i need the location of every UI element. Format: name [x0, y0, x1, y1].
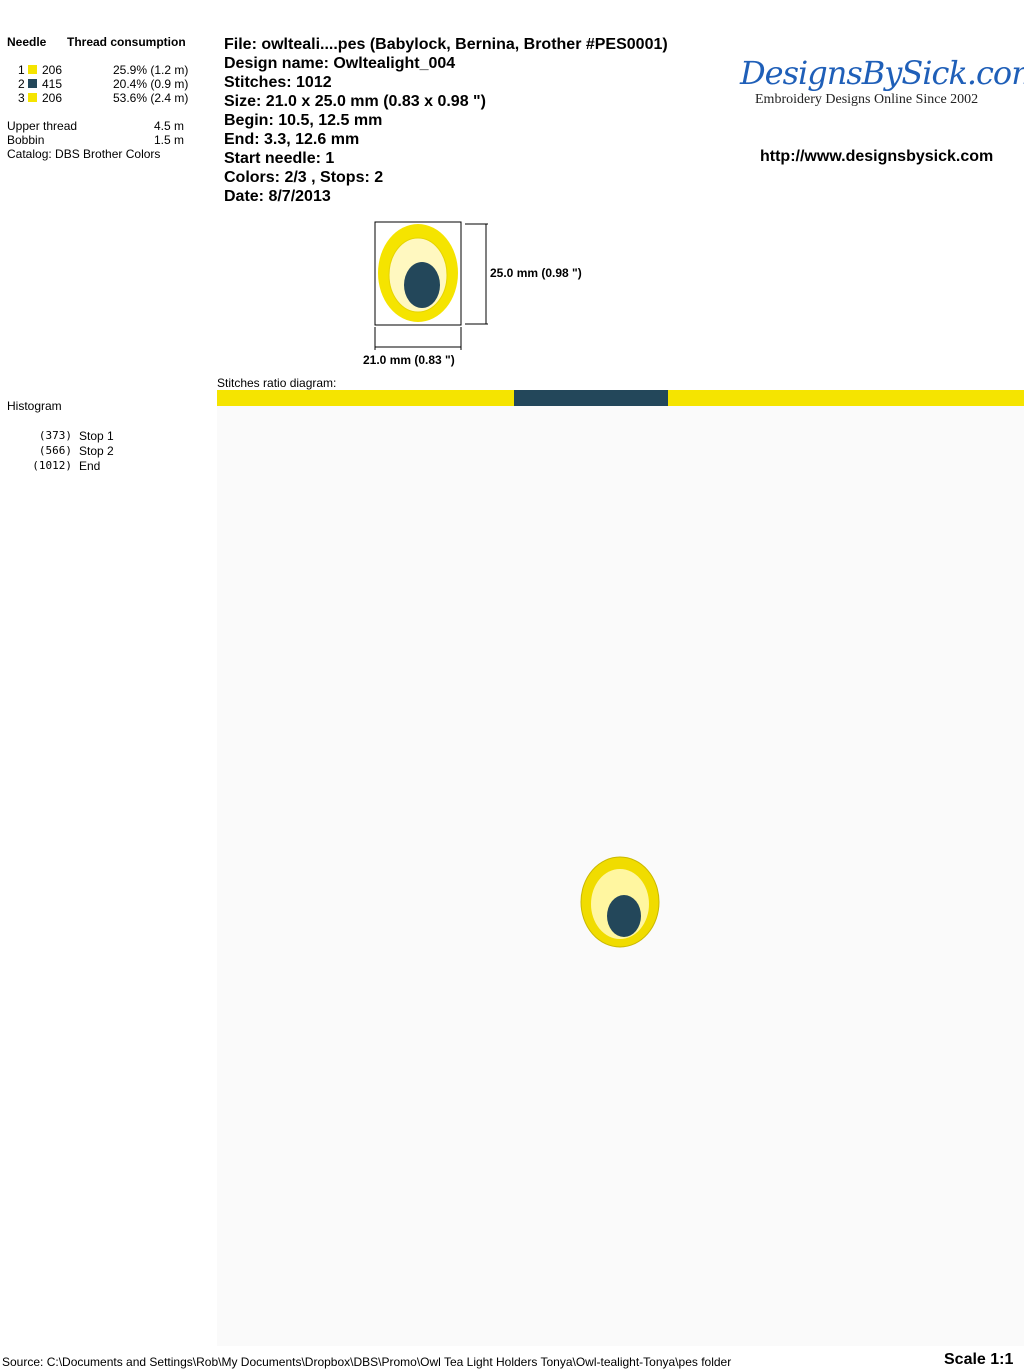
- tagline: Embroidery Designs Online Since 2002: [755, 92, 979, 107]
- thread-code: 206: [42, 91, 63, 105]
- logo: DesignsBySick.com: [740, 54, 1024, 92]
- consumption: 25.9% (1.2 m): [113, 63, 189, 77]
- header-line: Begin: 10.5, 12.5 mm: [224, 112, 383, 129]
- header-line: Size: 21.0 x 25.0 mm (0.83 x 0.98 "): [224, 93, 486, 110]
- design-render: [580, 856, 660, 948]
- url: http://www.designsbysick.com: [760, 148, 994, 165]
- color-swatch: [28, 65, 37, 74]
- ratio-segment: [217, 390, 514, 406]
- scale: Scale 1:1: [944, 1351, 1014, 1368]
- thread-code: 415: [42, 77, 63, 91]
- needle-header: Needle: [7, 35, 47, 49]
- header-line: File: owlteali....pes (Babylock, Bernina…: [224, 36, 668, 53]
- upper-thread: 4.5 m: [154, 119, 185, 133]
- source: Source: C:\Documents and Settings\Rob\My…: [2, 1355, 732, 1369]
- consumption: 20.4% (0.9 m): [113, 77, 189, 91]
- upper-thread-label: Upper thread: [7, 119, 78, 133]
- needle-number: 1: [18, 63, 25, 77]
- header-line: Stitches: 1012: [224, 74, 332, 91]
- consumption-header: Thread consumption: [67, 35, 186, 49]
- design-preview: [374, 221, 488, 350]
- catalog: Catalog: DBS Brother Colors: [7, 147, 161, 161]
- stop-label: End: [79, 459, 101, 473]
- ratio-segment: [514, 390, 668, 406]
- width-label: 21.0 mm (0.83 "): [363, 353, 455, 367]
- header-line: End: 3.3, 12.6 mm: [224, 131, 360, 148]
- consumption: 53.6% (2.4 m): [113, 91, 189, 105]
- stop-label: Stop 1: [79, 429, 114, 443]
- render-eye: [607, 895, 641, 937]
- bobbin: 1.5 m: [154, 133, 185, 147]
- color-swatch: [28, 79, 37, 88]
- design-eye: [404, 262, 440, 308]
- bounding-box: [374, 221, 462, 326]
- needle-number: 3: [18, 91, 25, 105]
- ratio-segment: [668, 390, 1024, 406]
- needle-number: 2: [18, 77, 25, 91]
- header-line: Date: 8/7/2013: [224, 188, 331, 205]
- header-line: Design name: Owltealight_004: [224, 55, 456, 72]
- histogram-title: Histogram: [7, 399, 62, 413]
- thread-code: 206: [42, 63, 63, 77]
- color-swatch: [28, 93, 37, 102]
- header-line: Start needle: 1: [224, 150, 335, 167]
- height-label: 25.0 mm (0.98 "): [490, 266, 582, 280]
- bobbin-label: Bobbin: [7, 133, 45, 147]
- ratio-label: Stitches ratio diagram:: [217, 376, 337, 390]
- header-line: Colors: 2/3 , Stops: 2: [224, 169, 384, 186]
- stop-label: Stop 2: [79, 444, 114, 458]
- stop-count: (1012): [32, 459, 72, 472]
- stop-count: (566): [38, 444, 72, 457]
- stop-count: (373): [38, 429, 72, 442]
